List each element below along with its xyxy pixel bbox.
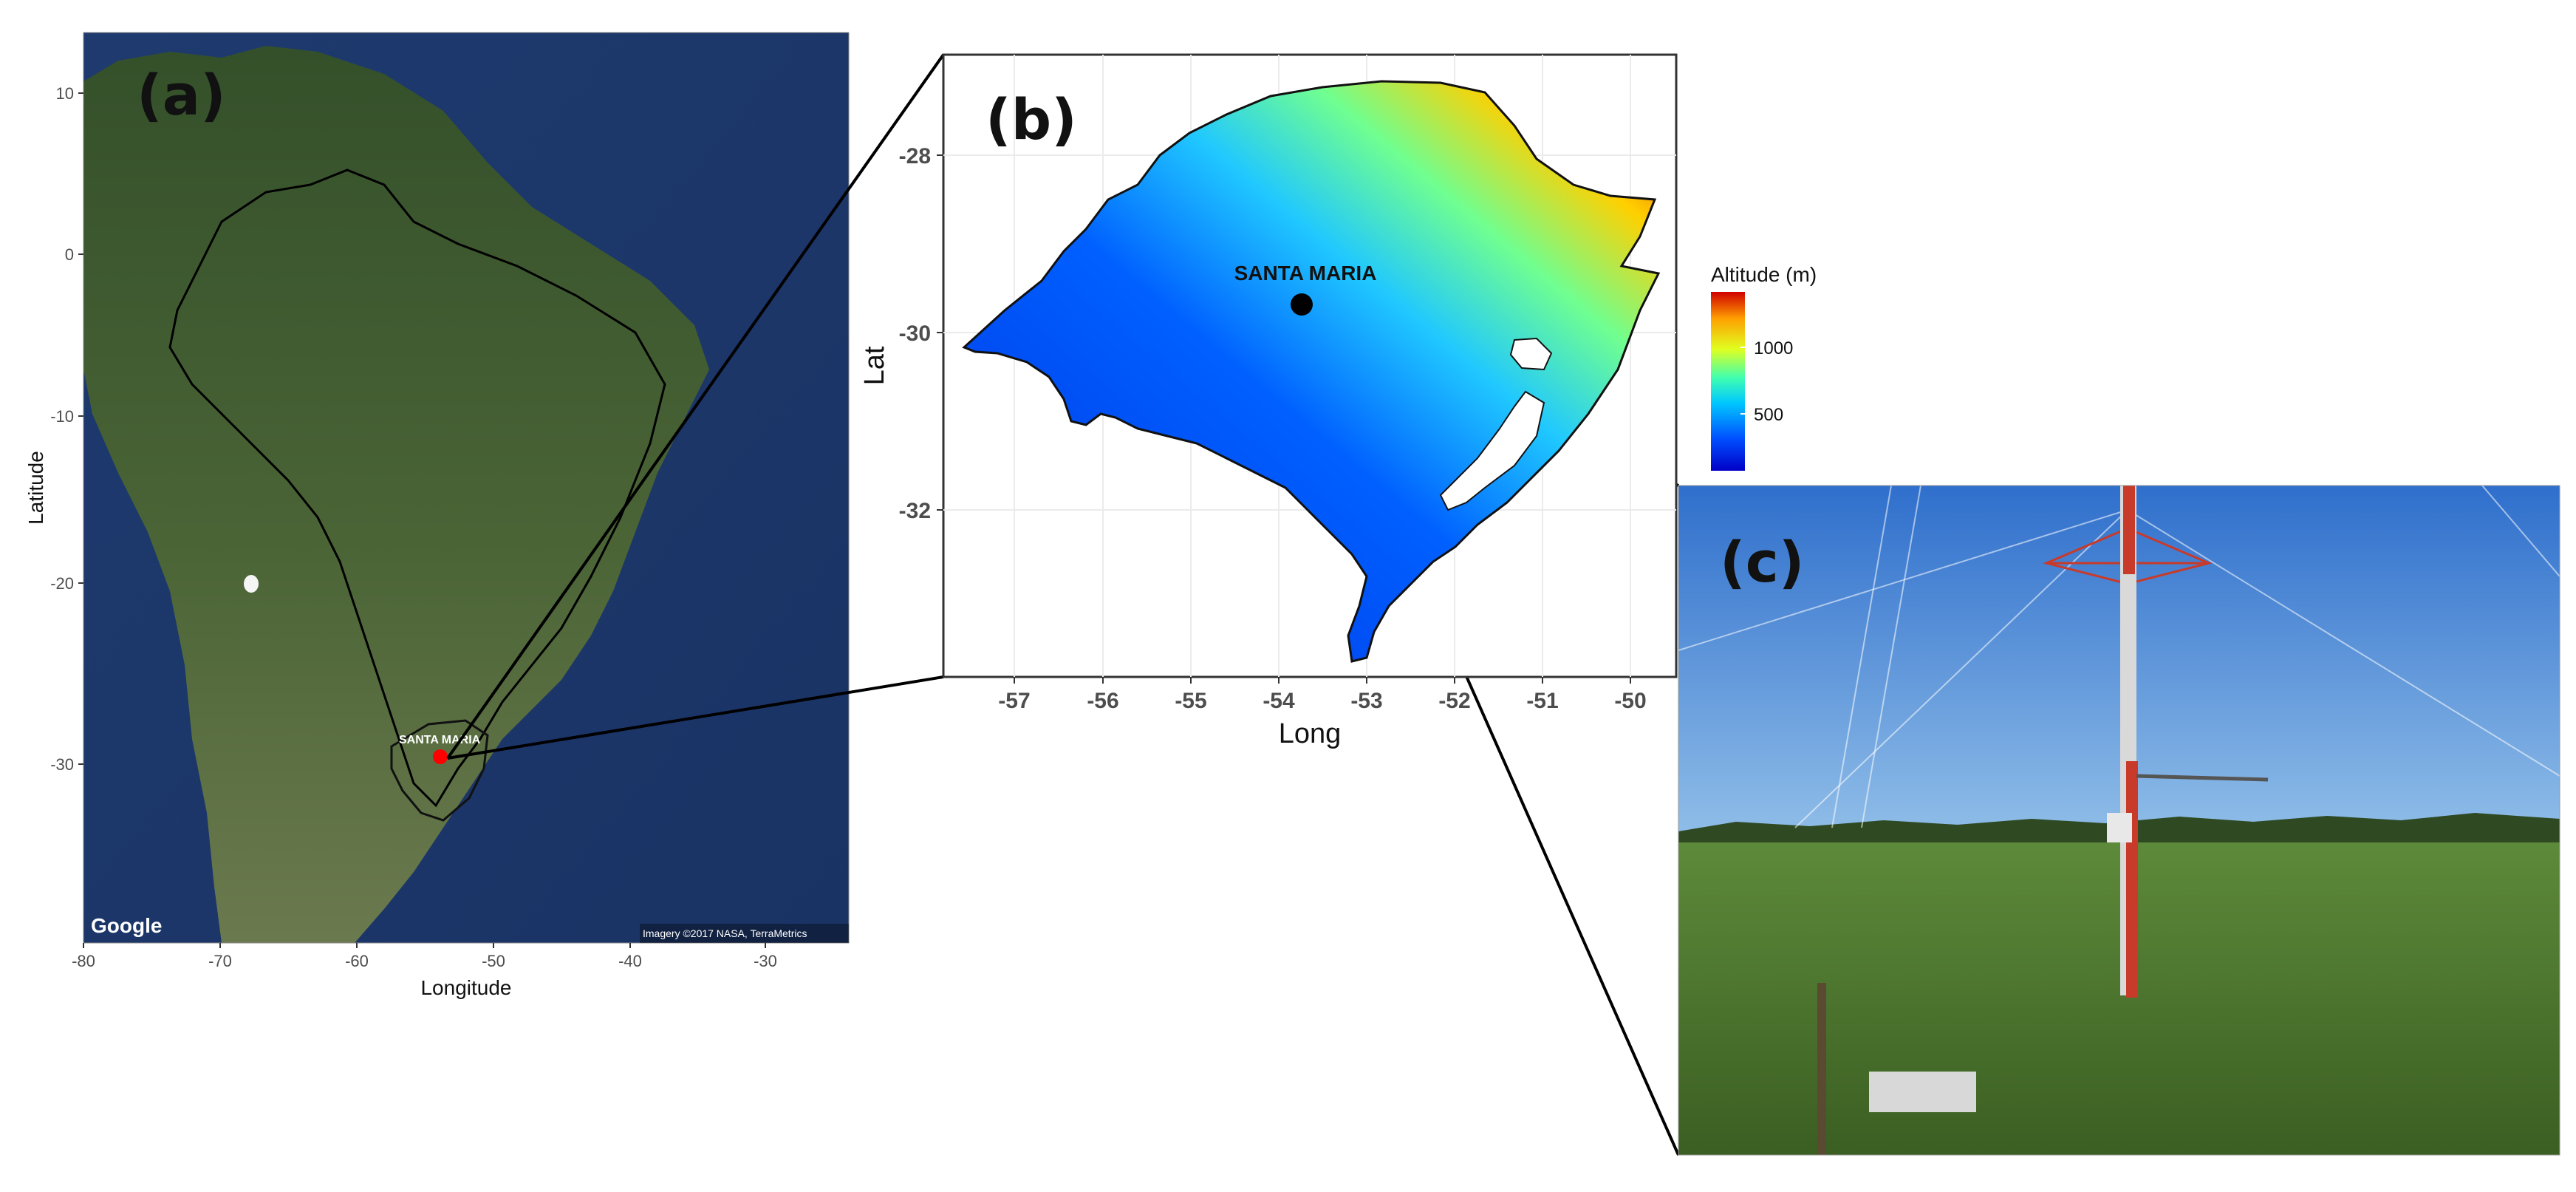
attribution-bg xyxy=(640,924,849,943)
south-america-landmass xyxy=(83,46,709,943)
a-xtick: -60 xyxy=(345,952,369,970)
altitude-legend: Altitude (m) 1000 500 xyxy=(1711,263,1817,471)
brazil-border xyxy=(168,168,666,808)
panel-a-map: (a) SANTA MARIA Google Imagery ©2017 NAS… xyxy=(24,32,850,999)
a-ytick: -20 xyxy=(50,574,74,593)
panel-a-y-ticks: 10 0 -10 -20 -30 xyxy=(50,84,83,774)
sky xyxy=(1678,486,2560,833)
panel-b-y-axis-label: Lat xyxy=(859,346,890,385)
panel-c-site-photo: (c) xyxy=(1678,485,2560,1156)
rio-grande-do-sul-outline xyxy=(390,719,489,822)
a-xtick: -50 xyxy=(482,952,505,970)
a-ytick: 10 xyxy=(56,84,74,103)
legend-title: Altitude (m) xyxy=(1711,263,1817,286)
panel-b-elevation-map: SANTA MARIA (b) -28 -30 -32 -57 -56 -55 … xyxy=(859,53,1817,749)
b-xtick: -51 xyxy=(1526,689,1558,713)
a-ytick: -10 xyxy=(50,407,74,426)
ground-equipment-box xyxy=(1869,1072,1976,1112)
a-xtick: -80 xyxy=(72,952,95,970)
lagoa-dos-patos xyxy=(1439,390,1545,511)
a-xtick: -30 xyxy=(754,952,777,970)
a-ytick: 0 xyxy=(65,245,74,264)
panel-a-y-axis-label: Latitude xyxy=(24,451,47,525)
panel-b-x-ticks: -57 -56 -55 -54 -53 -52 -51 -50 xyxy=(998,677,1647,713)
panel-a-x-ticks: -80 -70 -60 -50 -40 -30 xyxy=(72,943,777,970)
b-ytick: -32 xyxy=(899,499,931,523)
a-xtick: -40 xyxy=(618,952,642,970)
b-xtick: -54 xyxy=(1263,689,1295,713)
panel-c-letter: (c) xyxy=(1720,529,1805,595)
site-label-a: SANTA MARIA xyxy=(399,734,481,746)
b-ytick: -30 xyxy=(899,321,931,346)
b-xtick: -57 xyxy=(998,689,1030,713)
panel-a-letter: (a) xyxy=(137,62,226,128)
b-xtick: -56 xyxy=(1087,689,1118,713)
salt-flat xyxy=(244,575,259,593)
a-xtick: -70 xyxy=(208,952,232,970)
site-marker-b xyxy=(1291,293,1313,316)
panel-b-y-ticks: -28 -30 -32 xyxy=(899,144,943,523)
instrument-box xyxy=(2107,813,2132,842)
tower-top-red xyxy=(2123,486,2135,574)
instrument-boom xyxy=(2136,774,2269,782)
site-label-b: SANTA MARIA xyxy=(1234,262,1377,285)
legend-tick: 500 xyxy=(1754,405,1783,425)
b-xtick: -50 xyxy=(1614,689,1646,713)
b-xtick: -53 xyxy=(1350,689,1382,713)
attribution: Imagery ©2017 NASA, TerraMetrics xyxy=(643,927,807,939)
panel-b-x-axis-label: Long xyxy=(1279,718,1342,749)
site-marker-a xyxy=(433,749,448,764)
rio-grande-do-sul-elevation xyxy=(962,80,1661,663)
tower-base-red xyxy=(2126,761,2138,998)
b-xtick: -55 xyxy=(1175,689,1206,713)
panel-a-x-axis-label: Longitude xyxy=(420,976,511,999)
panel-b-letter: (b) xyxy=(985,86,1077,152)
legend-tick: 1000 xyxy=(1754,338,1793,358)
b-xtick: -52 xyxy=(1438,689,1470,713)
legend-colorbar xyxy=(1711,292,1745,471)
a-ytick: -30 xyxy=(50,755,74,774)
lagoa-interior xyxy=(1509,337,1553,371)
grass-field xyxy=(1678,842,2560,1155)
google-logo: Google xyxy=(91,914,162,937)
fence-post xyxy=(1817,983,1826,1155)
b-ytick: -28 xyxy=(899,144,931,168)
